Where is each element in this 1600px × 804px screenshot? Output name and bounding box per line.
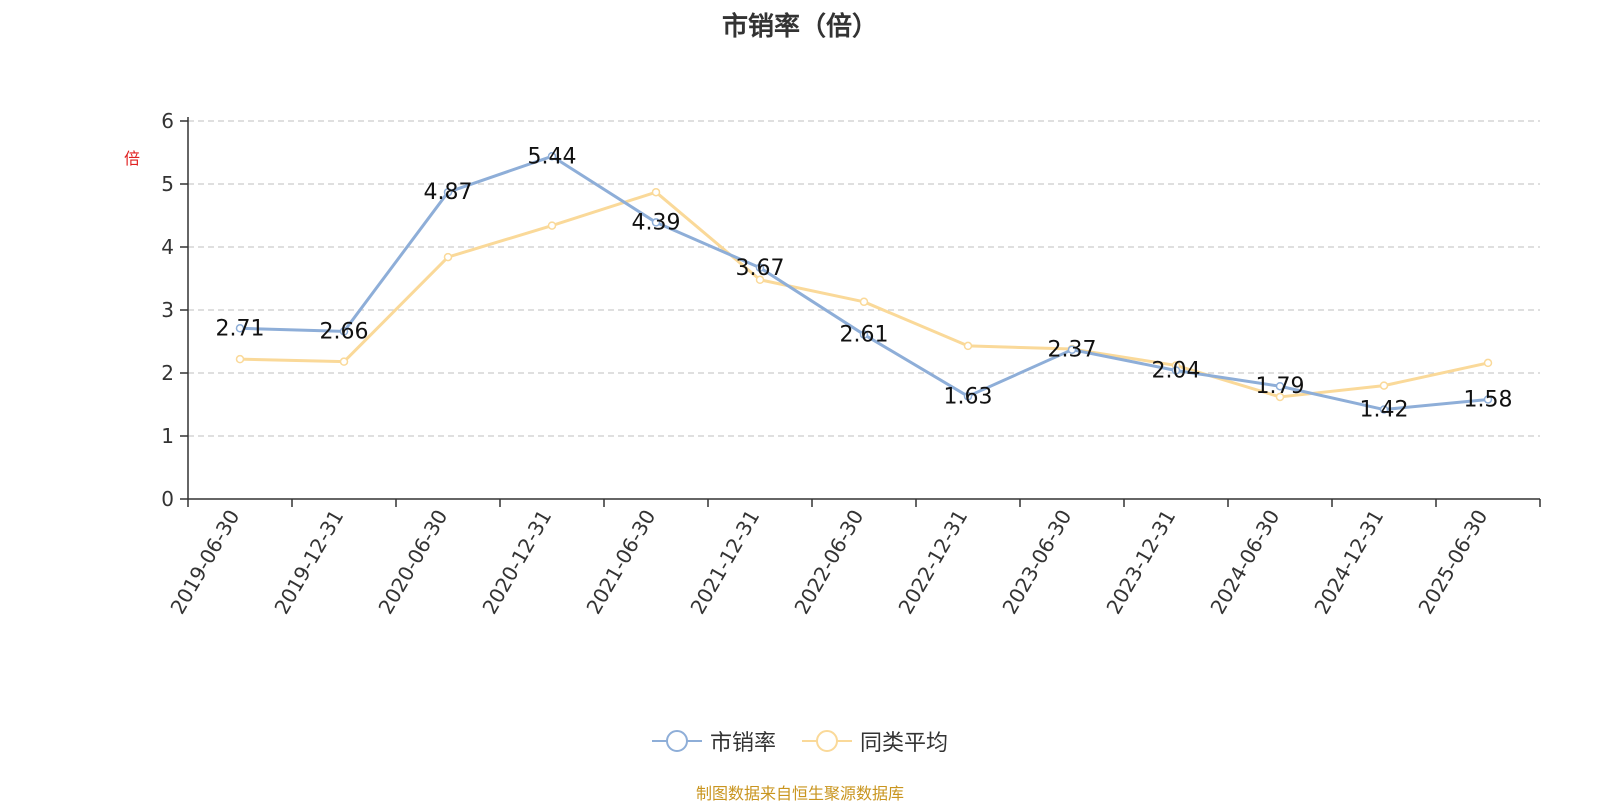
- data-label: 2.71: [216, 316, 265, 341]
- data-label: 2.04: [1152, 358, 1201, 383]
- x-tick-label: 2023-06-30: [997, 506, 1076, 619]
- x-tick-label: 2022-06-30: [789, 506, 868, 619]
- y-tick-label: 6: [161, 109, 174, 133]
- data-label: 4.87: [424, 180, 473, 205]
- legend-swatch-series-2-icon: [802, 730, 852, 752]
- x-tick-label: 2021-06-30: [581, 506, 660, 619]
- y-tick-label: 2: [161, 361, 174, 385]
- series-1-point: [235, 324, 245, 333]
- series-2-point: [963, 341, 973, 351]
- data-label: 2.66: [320, 319, 369, 344]
- legend-label-series-2: 同类平均: [860, 731, 949, 756]
- x-tick-label: 2019-06-30: [165, 506, 244, 619]
- legend-label-series-1: 市销率: [709, 731, 776, 756]
- chart-title: 市销率（倍）: [721, 12, 878, 42]
- x-tick-label: 2020-12-31: [477, 506, 556, 619]
- data-label: 1.58: [1464, 387, 1513, 412]
- series-2-point: [859, 297, 869, 307]
- series-2-point: [651, 187, 661, 197]
- x-tick-label: 2021-12-31: [685, 506, 764, 619]
- series-2-point: [1483, 358, 1493, 368]
- y-tick-label: 3: [161, 298, 174, 322]
- x-tick-label: 2023-12-31: [1101, 506, 1180, 619]
- source-note: 制图数据来自恒生聚源数据库: [695, 784, 904, 803]
- x-tick-label: 2020-06-30: [373, 506, 452, 619]
- series-2-point: [339, 357, 349, 366]
- data-label: 2.61: [840, 323, 889, 348]
- series-2-point: [443, 252, 453, 262]
- y-tick-label: 1: [161, 424, 174, 448]
- y-tick-label: 5: [161, 172, 174, 196]
- series-1-point: [859, 330, 869, 339]
- x-tick-label: 2025-06-30: [1413, 506, 1492, 619]
- x-tick-label: 2019-12-31: [269, 506, 348, 619]
- series-2-point: [755, 275, 765, 285]
- data-label: 2.37: [1048, 338, 1097, 363]
- data-label: 1.42: [1360, 398, 1409, 423]
- series-2-point: [1379, 381, 1389, 390]
- series-1-point: [1067, 345, 1077, 354]
- series-1-point: [755, 263, 765, 273]
- legend-swatch-series-1-icon: [651, 730, 702, 752]
- series-1-point: [547, 152, 557, 161]
- data-label: 4.39: [632, 210, 681, 235]
- x-tick-label: 2024-06-30: [1205, 506, 1284, 619]
- legend-item-series-2[interactable]: 同类平均: [802, 725, 948, 757]
- data-label: 3.67: [736, 256, 785, 281]
- legend: 市销率 同类平均: [0, 724, 1600, 758]
- y-tick-label: 4: [161, 235, 174, 259]
- series-line-2: [239, 190, 1489, 399]
- x-tick-label: 2024-12-31: [1309, 506, 1388, 619]
- y-axis-unit: 倍: [121, 150, 140, 166]
- data-label: 1.79: [1256, 374, 1305, 399]
- series-1-point: [1483, 395, 1493, 404]
- x-tick-label: 2022-12-31: [893, 506, 972, 619]
- series-1-point: [651, 218, 661, 227]
- data-label: 1.63: [944, 384, 993, 409]
- series-1-point: [339, 327, 349, 336]
- series-1-point: [443, 187, 453, 197]
- series-1-point: [1379, 405, 1389, 414]
- legend-item-series-1[interactable]: 市销率: [651, 725, 776, 757]
- y-tick-label: 0: [161, 487, 174, 511]
- series-2-point: [547, 221, 557, 230]
- data-label: 5.44: [528, 144, 577, 169]
- series-1-point: [1275, 381, 1285, 391]
- series-1-point: [963, 392, 973, 401]
- series-2-point: [1275, 392, 1285, 402]
- series-2-point: [235, 354, 245, 364]
- series-1-point: [1171, 366, 1181, 375]
